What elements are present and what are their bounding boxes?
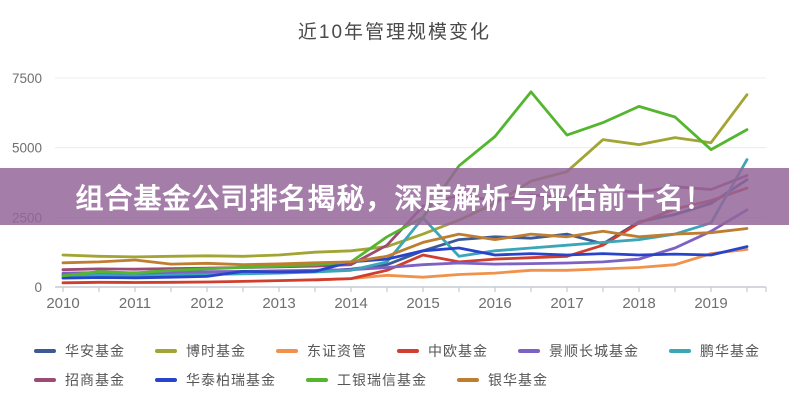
x-tick-label: 2015 bbox=[406, 295, 439, 312]
legend-swatch bbox=[155, 349, 177, 353]
legend-label: 鹏华基金 bbox=[700, 343, 760, 359]
legend-swatch bbox=[155, 378, 177, 382]
legend-swatch bbox=[669, 349, 691, 353]
legend-label: 景顺长城基金 bbox=[549, 343, 639, 359]
promo-banner-text: 组合基金公司排名揭秘，深度解析与评估前十名！ bbox=[75, 182, 714, 214]
legend-swatch bbox=[306, 378, 328, 382]
legend-item-4[interactable]: 景顺长城基金 bbox=[518, 341, 639, 361]
x-tick-label: 2014 bbox=[334, 295, 367, 312]
series-line-7 bbox=[61, 245, 749, 280]
series-line-2 bbox=[313, 248, 749, 282]
x-tick-label: 2018 bbox=[622, 295, 655, 312]
legend-label: 博时基金 bbox=[186, 343, 246, 359]
legend-item-9[interactable]: 银华基金 bbox=[457, 370, 548, 390]
legend-label: 华安基金 bbox=[65, 343, 125, 359]
series-line-3 bbox=[61, 186, 749, 285]
legend-item-8[interactable]: 工银瑞信基金 bbox=[306, 370, 427, 390]
legend-item-5[interactable]: 鹏华基金 bbox=[669, 341, 760, 361]
y-tick-label: 7500 bbox=[12, 71, 42, 86]
chart-title: 近10年管理规模变化 bbox=[297, 22, 492, 43]
series-line-5 bbox=[61, 158, 749, 278]
legend-swatch bbox=[397, 349, 419, 353]
legend-label: 招商基金 bbox=[65, 372, 125, 388]
chart-legend: 华安基金 博时基金 东证资管 中欧基金 景顺长城基金 鹏华基金招商基金 华泰柏瑞基金 工银瑞信… bbox=[34, 341, 764, 390]
x-tick-label: 2010 bbox=[46, 295, 79, 312]
legend-item-2[interactable]: 东证资管 bbox=[276, 341, 367, 361]
legend-label: 东证资管 bbox=[307, 343, 367, 359]
x-tick-label: 2017 bbox=[550, 295, 583, 312]
y-tick-label: 0 bbox=[34, 280, 42, 295]
y-tick-label: 5000 bbox=[12, 141, 42, 156]
legend-swatch bbox=[518, 349, 540, 353]
promo-banner: 组合基金公司排名揭秘，深度解析与评估前十名！ bbox=[0, 168, 789, 225]
series-line-9 bbox=[61, 227, 749, 267]
legend-item-1[interactable]: 博时基金 bbox=[155, 341, 246, 361]
legend-swatch bbox=[34, 349, 56, 353]
x-tick-label: 2012 bbox=[190, 295, 223, 312]
x-tick-label: 2011 bbox=[119, 295, 151, 312]
series-line-8 bbox=[61, 90, 749, 278]
legend-label: 中欧基金 bbox=[428, 343, 488, 359]
legend-swatch bbox=[457, 378, 479, 382]
x-tick-label: 2013 bbox=[262, 295, 295, 312]
legend-item-7[interactable]: 华泰柏瑞基金 bbox=[155, 370, 276, 390]
x-tick-label: 2019 bbox=[694, 295, 727, 312]
x-tick-label: 2016 bbox=[478, 295, 511, 312]
legend-item-0[interactable]: 华安基金 bbox=[34, 341, 125, 361]
legend-item-6[interactable]: 招商基金 bbox=[34, 370, 125, 390]
legend-label: 银华基金 bbox=[488, 372, 548, 388]
legend-label: 华泰柏瑞基金 bbox=[186, 372, 276, 388]
series-line-4 bbox=[61, 208, 749, 275]
legend-item-3[interactable]: 中欧基金 bbox=[397, 341, 488, 361]
legend-swatch bbox=[34, 378, 56, 382]
legend-label: 工银瑞信基金 bbox=[337, 372, 427, 388]
legend-swatch bbox=[276, 349, 298, 353]
